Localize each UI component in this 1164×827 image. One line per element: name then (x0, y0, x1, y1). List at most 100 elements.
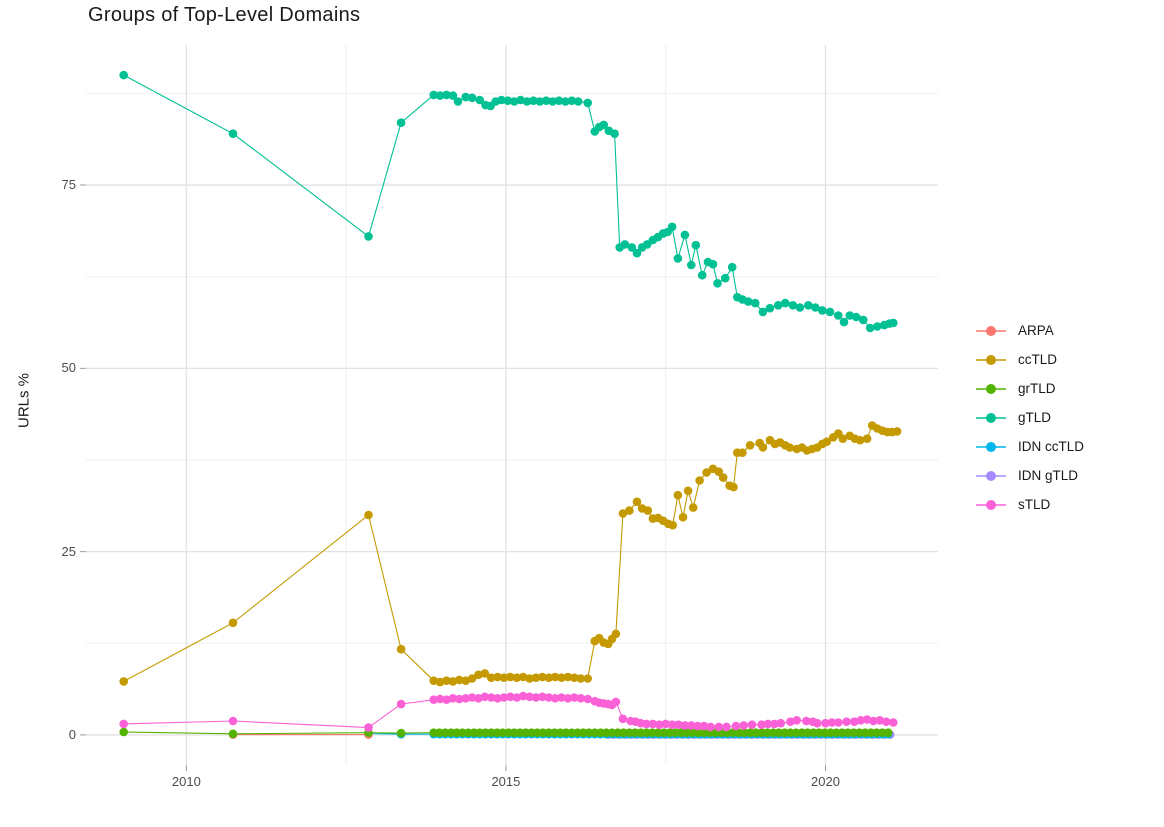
data-point-stld (875, 716, 885, 725)
data-point-stld (856, 716, 865, 725)
data-point-grtld (228, 729, 238, 739)
data-point-cctld (688, 503, 698, 512)
data-point-gtld (889, 318, 898, 328)
data-point-gtld (727, 262, 737, 272)
data-point-gtld (535, 97, 545, 106)
data-point-stld (467, 693, 477, 702)
data-point-gtld (708, 259, 718, 269)
data-point-stld (687, 721, 696, 730)
y-tick-label: 50 (61, 360, 76, 376)
legend-key-icon (976, 438, 1006, 456)
data-point-stld (442, 695, 451, 704)
legend-item-cctld: ccTLD (976, 345, 1084, 374)
data-point-stld (618, 714, 628, 724)
data-point-gtld (467, 93, 477, 103)
legend-key-icon (976, 380, 1006, 398)
data-point-stld (792, 716, 801, 725)
legend-label: IDN gTLD (1018, 468, 1079, 483)
data-point-stld (435, 694, 445, 704)
data-point-stld (667, 720, 677, 729)
data-point-stld (499, 693, 509, 702)
data-point-stld (642, 719, 651, 729)
data-point-stld (364, 723, 373, 732)
data-point-stld (557, 693, 566, 702)
data-point-cctld (493, 672, 502, 682)
data-point-cctld (718, 473, 728, 482)
series-line-gtld (123, 74, 894, 329)
data-point-cctld (429, 676, 439, 685)
legend-label: IDN ccTLD (1018, 439, 1085, 454)
data-point-stld (889, 718, 898, 727)
legend-key-dot (986, 325, 996, 336)
data-point-stld (881, 717, 891, 726)
data-point-gtld (448, 91, 458, 100)
data-point-cctld (745, 441, 755, 450)
data-point-stld (827, 718, 837, 727)
data-point-stld (739, 721, 748, 730)
data-point-gtld (773, 301, 783, 310)
y-tick-label: 0 (68, 726, 76, 742)
data-point-gtld (687, 260, 696, 270)
data-point-stld (512, 693, 522, 702)
data-point-stld (461, 694, 471, 703)
data-point-grtld (396, 728, 406, 738)
data-point-gtld (720, 273, 730, 283)
data-point-cctld (632, 497, 642, 507)
legend-key-icon (976, 322, 1006, 340)
data-point-gtld (818, 306, 827, 315)
data-point-stld (747, 720, 757, 729)
data-point-stld (563, 694, 573, 703)
data-point-gtld (825, 307, 835, 317)
data-point-cctld (119, 677, 128, 686)
x-tick-label: 2015 (491, 774, 521, 789)
data-point-stld (611, 697, 621, 707)
data-point-cctld (625, 506, 634, 515)
data-point-stld (486, 693, 496, 702)
data-point-gtld (780, 298, 790, 308)
data-point-stld (396, 699, 406, 709)
data-point-gtld (795, 303, 805, 312)
chart-title: Groups of Top-Level Domains (88, 4, 361, 26)
data-point-cctld (474, 670, 483, 680)
legend-key-dot (986, 499, 996, 510)
data-point-stld (448, 694, 458, 703)
data-point-cctld (758, 443, 768, 452)
data-point-cctld (683, 486, 693, 496)
data-point-gtld (561, 97, 570, 106)
y-tick-label: 75 (61, 177, 76, 193)
legend-item-stld: sTLD (976, 490, 1084, 519)
data-point-stld (538, 692, 547, 702)
data-point-stld (693, 721, 702, 731)
data-point-cctld (738, 448, 747, 458)
x-tick-label: 2020 (811, 774, 840, 789)
legend-item-gtld: gTLD (976, 403, 1084, 432)
data-point-cctld (396, 644, 406, 654)
data-point-stld (544, 693, 554, 702)
data-point-gtld (119, 70, 128, 80)
data-point-cctld (531, 673, 541, 682)
data-point-stld (576, 694, 585, 703)
data-point-stld (655, 720, 664, 729)
data-point-gtld (396, 118, 406, 127)
data-point-gtld (851, 312, 861, 322)
data-point-gtld (865, 323, 875, 333)
data-point-cctld (785, 443, 794, 452)
data-point-cctld (862, 434, 872, 444)
data-point-stld (680, 721, 690, 730)
data-point-stld (661, 719, 670, 729)
data-point-cctld (576, 674, 585, 683)
legend-key-dot (986, 441, 996, 452)
data-point-gtld (673, 254, 683, 263)
data-point-cctld (550, 672, 560, 682)
data-point-gtld (873, 322, 882, 331)
data-point-gtld (804, 301, 813, 310)
data-point-gtld (599, 120, 608, 130)
legend-label: gTLD (1018, 410, 1052, 425)
x-tick-label: 2010 (171, 774, 201, 789)
data-point-grtld (119, 727, 128, 737)
data-point-cctld (364, 510, 373, 520)
data-point-gtld (713, 279, 722, 288)
data-point-stld (506, 692, 515, 702)
data-point-cctld (643, 506, 653, 515)
